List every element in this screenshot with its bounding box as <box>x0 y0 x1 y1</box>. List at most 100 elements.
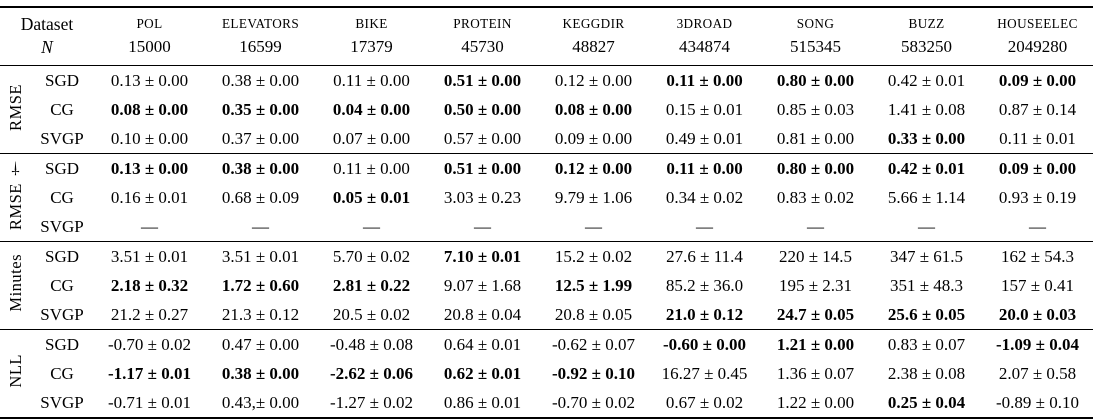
result-cell: 0.93 ± 0.19 <box>998 188 1077 207</box>
method-label: CG <box>50 188 74 207</box>
dataset-name: POL <box>136 16 163 31</box>
result-cell: -0.48 ± 0.08 <box>330 335 414 354</box>
result-cell: 21.2 ± 0.27 <box>110 305 189 324</box>
table-body: RMSE SGD 0.13 ± 0.00 0.38 ± 0.00 0.11 ± 0.00… <box>0 65 1094 419</box>
method-label: SVGP <box>40 217 84 236</box>
result-cell: 0.62 ± 0.01 <box>443 364 522 383</box>
result-cell: 21.3 ± 0.12 <box>221 305 300 324</box>
dataset-label: Dataset <box>20 14 74 34</box>
result-cell: -1.27 ± 0.02 <box>330 393 414 412</box>
result-cell: 0.07 ± 0.00 <box>332 129 411 148</box>
result-cell: 0.64 ± 0.01 <box>443 335 522 354</box>
metric-group-label: RMSE † <box>0 154 30 242</box>
result-cell: -0.89 ± 0.10 <box>996 393 1080 412</box>
metric-group-label: NLL <box>0 330 30 419</box>
metric-group-label: Minutes <box>0 242 30 330</box>
method-label: SVGP <box>40 305 84 324</box>
result-cell: 0.68 ± 0.09 <box>221 188 300 207</box>
dataset-column-header: KEGGDIR 48827 <box>538 7 649 66</box>
result-cell: 20.0 ± 0.03 <box>998 305 1077 324</box>
result-cell: -1.09 ± 0.04 <box>996 335 1080 354</box>
result-cell: 0.47 ± 0.00 <box>221 335 300 354</box>
result-cell: 0.16 ± 0.01 <box>110 188 189 207</box>
dataset-name: BIKE <box>355 16 388 31</box>
result-cell: — <box>141 217 159 236</box>
result-cell: — <box>696 217 714 236</box>
result-cell: 162 ± 54.3 <box>1000 247 1075 266</box>
result-cell: 0.49 ± 0.01 <box>665 129 744 148</box>
result-cell: 0.83 ± 0.07 <box>887 335 966 354</box>
result-cell: 220 ± 14.5 <box>778 247 853 266</box>
result-cell: 3.51 ± 0.01 <box>221 247 300 266</box>
dataset-name: ELEVATORS <box>221 16 300 31</box>
method-label: SGD <box>45 335 80 354</box>
method-label: SGD <box>45 71 80 90</box>
result-cell: 25.6 ± 0.05 <box>887 305 966 324</box>
result-cell: — <box>252 217 270 236</box>
result-cell: 1.72 ± 0.60 <box>221 276 300 295</box>
result-cell: 0.09 ± 0.00 <box>554 129 633 148</box>
method-label: CG <box>50 364 74 383</box>
table-row: SVGP -0.71 ± 0.01 0.43,± 0.00 -1.27 ± 0.02 0… <box>0 388 1093 418</box>
result-cell: 0.87 ± 0.14 <box>998 100 1077 119</box>
dataset-name: 3DROAD <box>676 16 733 31</box>
result-cell: 16.27 ± 0.45 <box>661 364 748 383</box>
table-row: Minutes SGD 3.51 ± 0.01 3.51 ± 0.01 5.70 ± 0… <box>0 241 1094 312</box>
metric-group-label-text: RMSE <box>5 83 25 131</box>
dataset-size: 434874 <box>679 37 731 56</box>
result-cell: 85.2 ± 36.0 <box>665 276 744 295</box>
result-cell: 0.04 ± 0.00 <box>332 100 411 119</box>
result-cell: 347 ± 61.5 <box>889 247 964 266</box>
dataset-name: HOUSEELEC <box>997 16 1078 31</box>
result-cell: 0.81 ± 0.00 <box>776 129 855 148</box>
dataset-name: BUZZ <box>908 16 945 31</box>
result-cell: 0.34 ± 0.02 <box>665 188 744 207</box>
dataset-column-header: 3DROAD 434874 <box>649 7 760 66</box>
dataset-size: 45730 <box>461 37 504 56</box>
result-cell: 15.2 ± 0.02 <box>554 247 633 266</box>
result-cell: 20.8 ± 0.05 <box>554 305 633 324</box>
result-cell: 0.38 ± 0.00 <box>221 71 300 90</box>
result-cell: 0.13 ± 0.00 <box>110 71 189 90</box>
result-cell: 0.38 ± 0.00 <box>221 159 300 178</box>
dataset-size: 17379 <box>350 37 393 56</box>
dataset-column-header: PROTEIN 45730 <box>427 7 538 66</box>
result-cell: 27.6 ± 11.4 <box>666 247 743 266</box>
result-cell: 24.7 ± 0.05 <box>776 305 855 324</box>
result-cell: 0.43,± 0.00 <box>221 393 300 412</box>
result-cell: 0.50 ± 0.00 <box>443 100 522 119</box>
result-cell: 0.11 ± 0.00 <box>333 71 410 90</box>
result-cell: 195 ± 2.31 <box>778 276 853 295</box>
result-cell: 1.21 ± 0.00 <box>776 335 855 354</box>
result-cell: 5.70 ± 0.02 <box>332 247 411 266</box>
result-cell: 1.36 ± 0.07 <box>776 364 855 383</box>
dataset-size: 515345 <box>790 37 842 56</box>
result-cell: 0.83 ± 0.02 <box>776 188 855 207</box>
table-row: SVGP 21.2 ± 0.27 21.3 ± 0.12 20.5 ± 0.02 20.… <box>0 300 1093 330</box>
result-cell: — <box>474 217 492 236</box>
method-label: SGD <box>45 159 80 178</box>
metric-group-label-text: Minutes <box>5 254 25 312</box>
result-cell: 21.0 ± 0.12 <box>665 305 744 324</box>
result-cell: 7.10 ± 0.01 <box>443 247 522 266</box>
method-label: SVGP <box>40 129 84 148</box>
metric-group-label: RMSE <box>0 66 30 154</box>
result-cell: 0.09 ± 0.00 <box>998 71 1077 90</box>
result-cell: 2.18 ± 0.32 <box>110 276 189 295</box>
method-label: CG <box>50 276 74 295</box>
dataset-column-header: HOUSEELEC 2049280 <box>982 7 1093 66</box>
result-cell: 0.37 ± 0.00 <box>221 129 300 148</box>
dataset-size: 16599 <box>239 37 282 56</box>
dataset-size: 2049280 <box>1007 37 1068 56</box>
result-cell: 9.07 ± 1.68 <box>443 276 522 295</box>
result-cell: 0.85 ± 0.03 <box>776 100 855 119</box>
result-cell: 0.12 ± 0.00 <box>554 159 633 178</box>
result-cell: 2.38 ± 0.08 <box>887 364 966 383</box>
result-cell: -0.70 ± 0.02 <box>108 335 192 354</box>
result-cell: — <box>585 217 603 236</box>
result-cell: 3.51 ± 0.01 <box>110 247 189 266</box>
dataset-column-header: POL 15000 <box>94 7 205 66</box>
result-cell: — <box>1029 217 1047 236</box>
result-cell: 0.35 ± 0.00 <box>221 100 300 119</box>
result-cell: -2.62 ± 0.06 <box>330 364 414 383</box>
